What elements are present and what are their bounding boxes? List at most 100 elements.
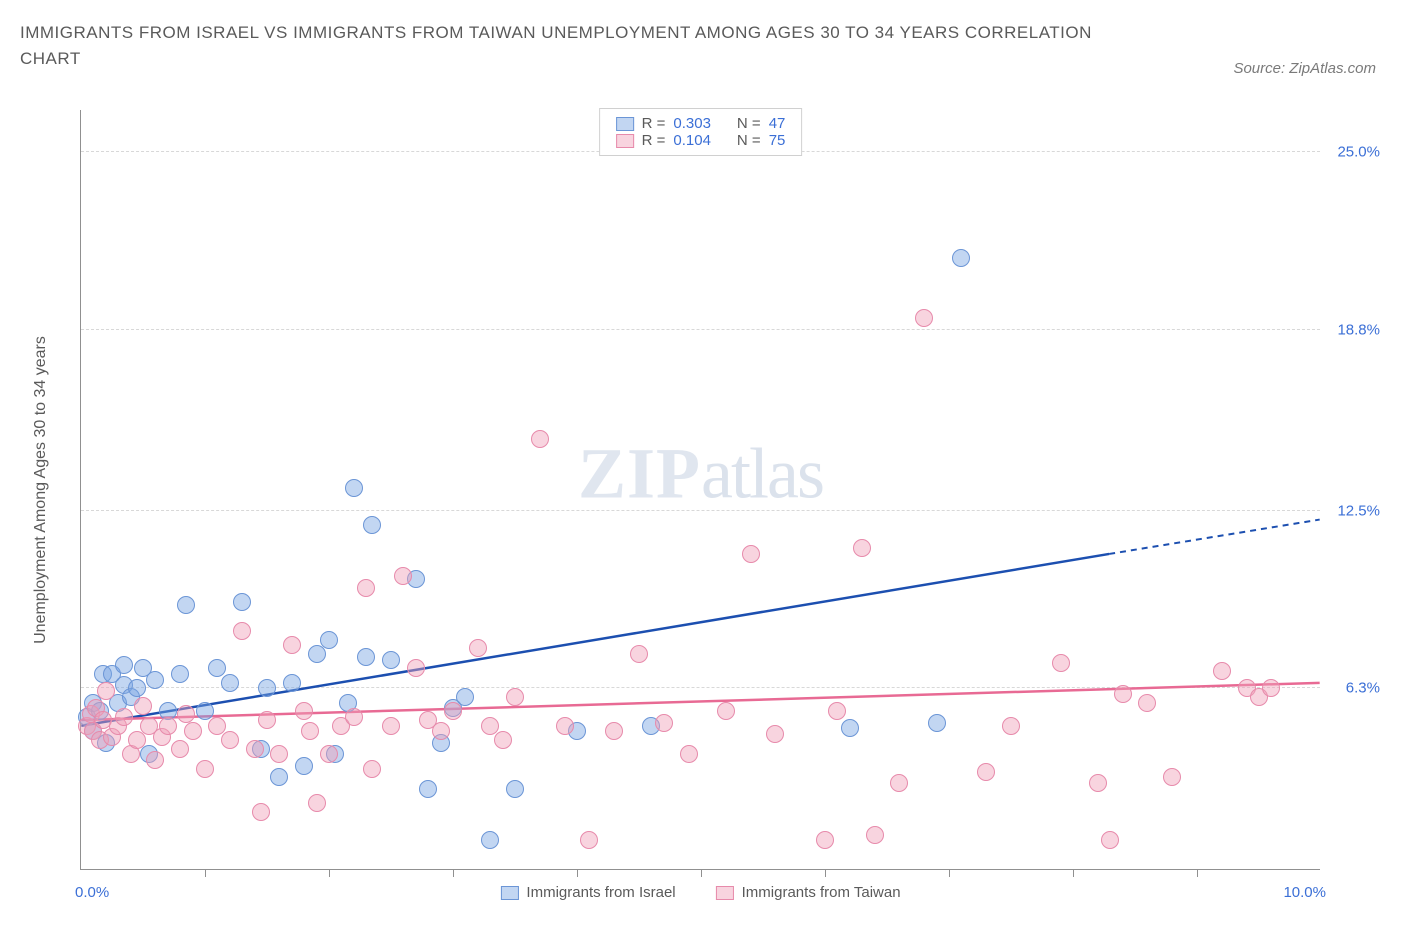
- y-tick-label: 12.5%: [1325, 502, 1380, 519]
- data-point: [605, 722, 623, 740]
- x-tick: [1073, 869, 1074, 877]
- data-point: [295, 702, 313, 720]
- data-point: [1213, 662, 1231, 680]
- grid-line: 18.8%: [81, 329, 1320, 330]
- x-tick: [1197, 869, 1198, 877]
- y-tick-label: 25.0%: [1325, 144, 1380, 161]
- data-point: [221, 731, 239, 749]
- series-name: Immigrants from Israel: [526, 884, 675, 901]
- data-point: [766, 725, 784, 743]
- data-point: [159, 717, 177, 735]
- data-point: [233, 593, 251, 611]
- data-point: [177, 705, 195, 723]
- data-point: [252, 803, 270, 821]
- legend-swatch: [616, 117, 634, 131]
- data-point: [258, 679, 276, 697]
- stats-legend: R =0.303N =47R =0.104N =75: [599, 108, 803, 156]
- data-point: [283, 636, 301, 654]
- data-point: [363, 760, 381, 778]
- source-attribution: Source: ZipAtlas.com: [1233, 60, 1376, 77]
- data-point: [382, 651, 400, 669]
- data-point: [556, 717, 574, 735]
- r-value: 0.104: [673, 132, 711, 149]
- legend-swatch: [500, 886, 518, 900]
- data-point: [928, 714, 946, 732]
- stats-legend-row: R = 0.104 N = 75: [616, 132, 786, 149]
- data-point: [221, 674, 239, 692]
- x-tick: [577, 869, 578, 877]
- data-point: [345, 708, 363, 726]
- data-point: [146, 671, 164, 689]
- data-point: [580, 831, 598, 849]
- data-point: [1163, 768, 1181, 786]
- data-point: [1138, 694, 1156, 712]
- data-point: [184, 722, 202, 740]
- data-point: [258, 711, 276, 729]
- data-point: [283, 674, 301, 692]
- grid-line: 12.5%: [81, 510, 1320, 511]
- data-point: [655, 714, 673, 732]
- n-label: N =: [737, 132, 761, 149]
- data-point: [295, 757, 313, 775]
- data-point: [394, 567, 412, 585]
- x-tick: [205, 869, 206, 877]
- data-point: [1262, 679, 1280, 697]
- data-point: [915, 309, 933, 327]
- y-axis-title: Unemployment Among Ages 30 to 34 years: [32, 336, 50, 644]
- data-point: [853, 539, 871, 557]
- r-label: R =: [642, 132, 666, 149]
- data-point: [177, 596, 195, 614]
- data-point: [816, 831, 834, 849]
- data-point: [363, 516, 381, 534]
- series-legend-item: Immigrants from Taiwan: [716, 884, 901, 901]
- data-point: [828, 702, 846, 720]
- data-point: [456, 688, 474, 706]
- data-point: [171, 740, 189, 758]
- n-label: N =: [737, 115, 761, 132]
- data-point: [841, 719, 859, 737]
- data-point: [742, 545, 760, 563]
- regression-line: [81, 554, 1109, 726]
- data-point: [419, 780, 437, 798]
- x-tick: [329, 869, 330, 877]
- data-point: [233, 622, 251, 640]
- data-point: [506, 688, 524, 706]
- n-value: 75: [769, 132, 786, 149]
- series-legend-item: Immigrants from Israel: [500, 884, 675, 901]
- data-point: [952, 249, 970, 267]
- data-point: [270, 768, 288, 786]
- data-point: [382, 717, 400, 735]
- data-point: [270, 745, 288, 763]
- series-legend: Immigrants from Israel Immigrants from Ta…: [500, 884, 900, 901]
- x-max-label: 10.0%: [1283, 884, 1326, 901]
- x-tick: [453, 869, 454, 877]
- data-point: [1052, 654, 1070, 672]
- data-point: [196, 760, 214, 778]
- data-point: [357, 648, 375, 666]
- data-point: [308, 645, 326, 663]
- data-point: [357, 579, 375, 597]
- data-point: [345, 479, 363, 497]
- regression-line-extrapolated: [1109, 520, 1320, 554]
- n-value: 47: [769, 115, 786, 132]
- data-point: [407, 659, 425, 677]
- data-point: [320, 631, 338, 649]
- data-point: [115, 656, 133, 674]
- data-point: [481, 831, 499, 849]
- plot-area: ZIPatlas Unemployment Among Ages 30 to 3…: [80, 110, 1320, 870]
- data-point: [308, 794, 326, 812]
- data-point: [97, 682, 115, 700]
- watermark: ZIPatlas: [578, 433, 823, 516]
- data-point: [128, 731, 146, 749]
- legend-swatch: [616, 134, 634, 148]
- data-point: [506, 780, 524, 798]
- legend-swatch: [716, 886, 734, 900]
- stats-legend-row: R =0.303N =47: [616, 115, 786, 132]
- data-point: [444, 702, 462, 720]
- data-point: [171, 665, 189, 683]
- y-tick-label: 18.8%: [1325, 321, 1380, 338]
- data-point: [977, 763, 995, 781]
- correlation-chart: IMMIGRANTS FROM ISRAEL VS IMMIGRANTS FRO…: [20, 20, 1386, 910]
- series-name: Immigrants from Taiwan: [742, 884, 901, 901]
- data-point: [246, 740, 264, 758]
